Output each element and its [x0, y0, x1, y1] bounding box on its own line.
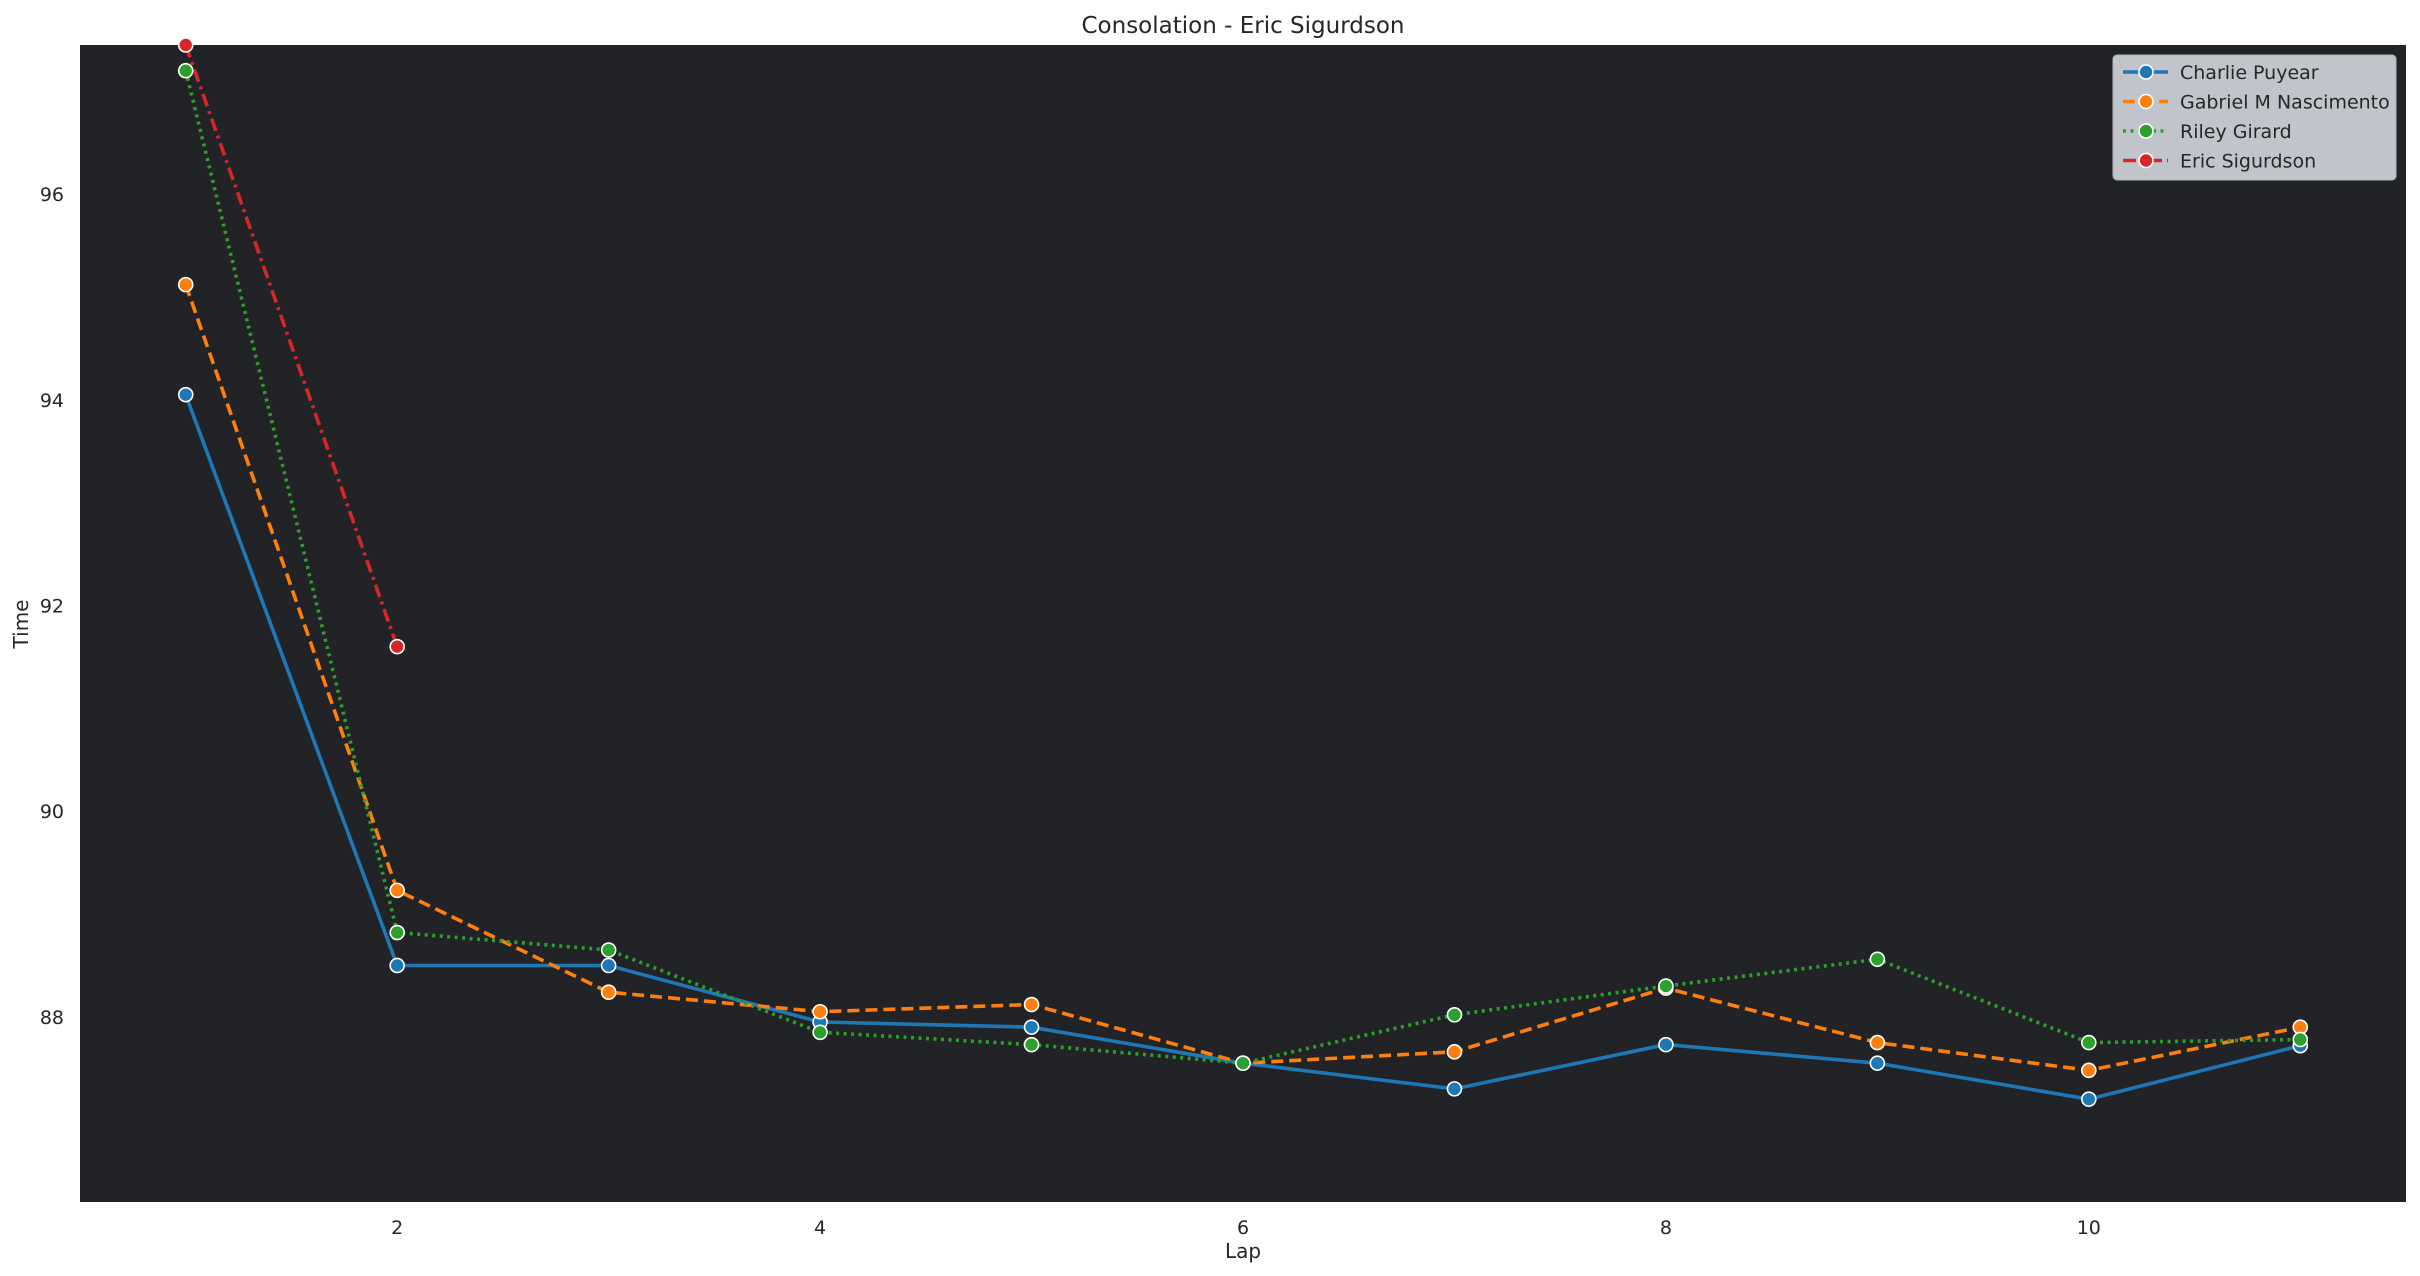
data-point	[1235, 1055, 1251, 1071]
x-tick-label: 2	[391, 1217, 403, 1239]
x-tick-label: 8	[1660, 1217, 1672, 1239]
data-point	[1023, 1036, 1040, 1053]
plot-area	[80, 45, 2406, 1202]
y-tick-label: 94	[40, 390, 64, 412]
data-point	[1446, 1044, 1463, 1060]
y-tick-label: 88	[40, 1007, 64, 1029]
data-point	[1658, 1036, 1674, 1053]
data-point	[177, 37, 194, 53]
legend-marker	[2138, 93, 2154, 110]
x-tick-label: 10	[2077, 1217, 2101, 1239]
data-point	[1869, 1034, 1886, 1051]
data-point	[2081, 1034, 2097, 1051]
data-point	[2081, 1091, 2097, 1107]
data-point	[1023, 996, 1040, 1013]
y-axis-label: Time	[9, 600, 33, 650]
legend-label: Eric Sigurdson	[2180, 151, 2316, 173]
data-point	[389, 957, 405, 974]
data-point	[389, 924, 405, 941]
data-point	[2292, 1031, 2309, 1048]
y-tick-label: 92	[40, 596, 64, 618]
series-line-2	[183, 70, 2301, 1065]
x-axis-label: Lap	[1225, 1239, 1261, 1263]
y-axis-ticks: 88 90 92 94 96	[40, 184, 64, 1029]
data-point	[177, 62, 194, 79]
data-point	[600, 957, 617, 974]
legend-marker	[2138, 123, 2154, 139]
chart-title: Consolation - Eric Sigurdson	[1081, 13, 1404, 39]
data-point	[177, 276, 194, 293]
data-point	[600, 984, 617, 1000]
data-point	[177, 386, 194, 403]
x-tick-label: 4	[814, 1217, 826, 1239]
data-point	[1869, 1055, 1886, 1071]
legend-label: Gabriel M Nascimento	[2180, 92, 2390, 114]
legend-box	[2112, 54, 2397, 181]
data-point	[1446, 1007, 1463, 1023]
data-point	[389, 638, 405, 655]
legend-label: Charlie Puyear	[2180, 62, 2319, 84]
legend: Charlie Puyear Gabriel M Nascimento Riley …	[2112, 54, 2397, 181]
data-point	[1446, 1081, 1463, 1097]
data-point	[1869, 951, 1886, 968]
x-axis-ticks: 2 4 6 8 10	[391, 1217, 2101, 1239]
data-point	[2081, 1062, 2097, 1079]
y-tick-label: 96	[40, 184, 64, 206]
data-point	[389, 882, 405, 899]
series-points	[177, 37, 2309, 1107]
data-point	[812, 1003, 828, 1020]
legend-marker	[2138, 152, 2154, 169]
y-tick-label: 90	[40, 801, 64, 823]
data-point	[1023, 1019, 1040, 1035]
legend-label: Riley Girard	[2180, 121, 2292, 143]
legend-marker	[2138, 64, 2154, 80]
data-point	[1658, 978, 1674, 994]
x-tick-label: 6	[1237, 1217, 1249, 1239]
data-point	[812, 1024, 828, 1041]
series-line-3	[184, 44, 399, 648]
data-point	[600, 942, 617, 958]
